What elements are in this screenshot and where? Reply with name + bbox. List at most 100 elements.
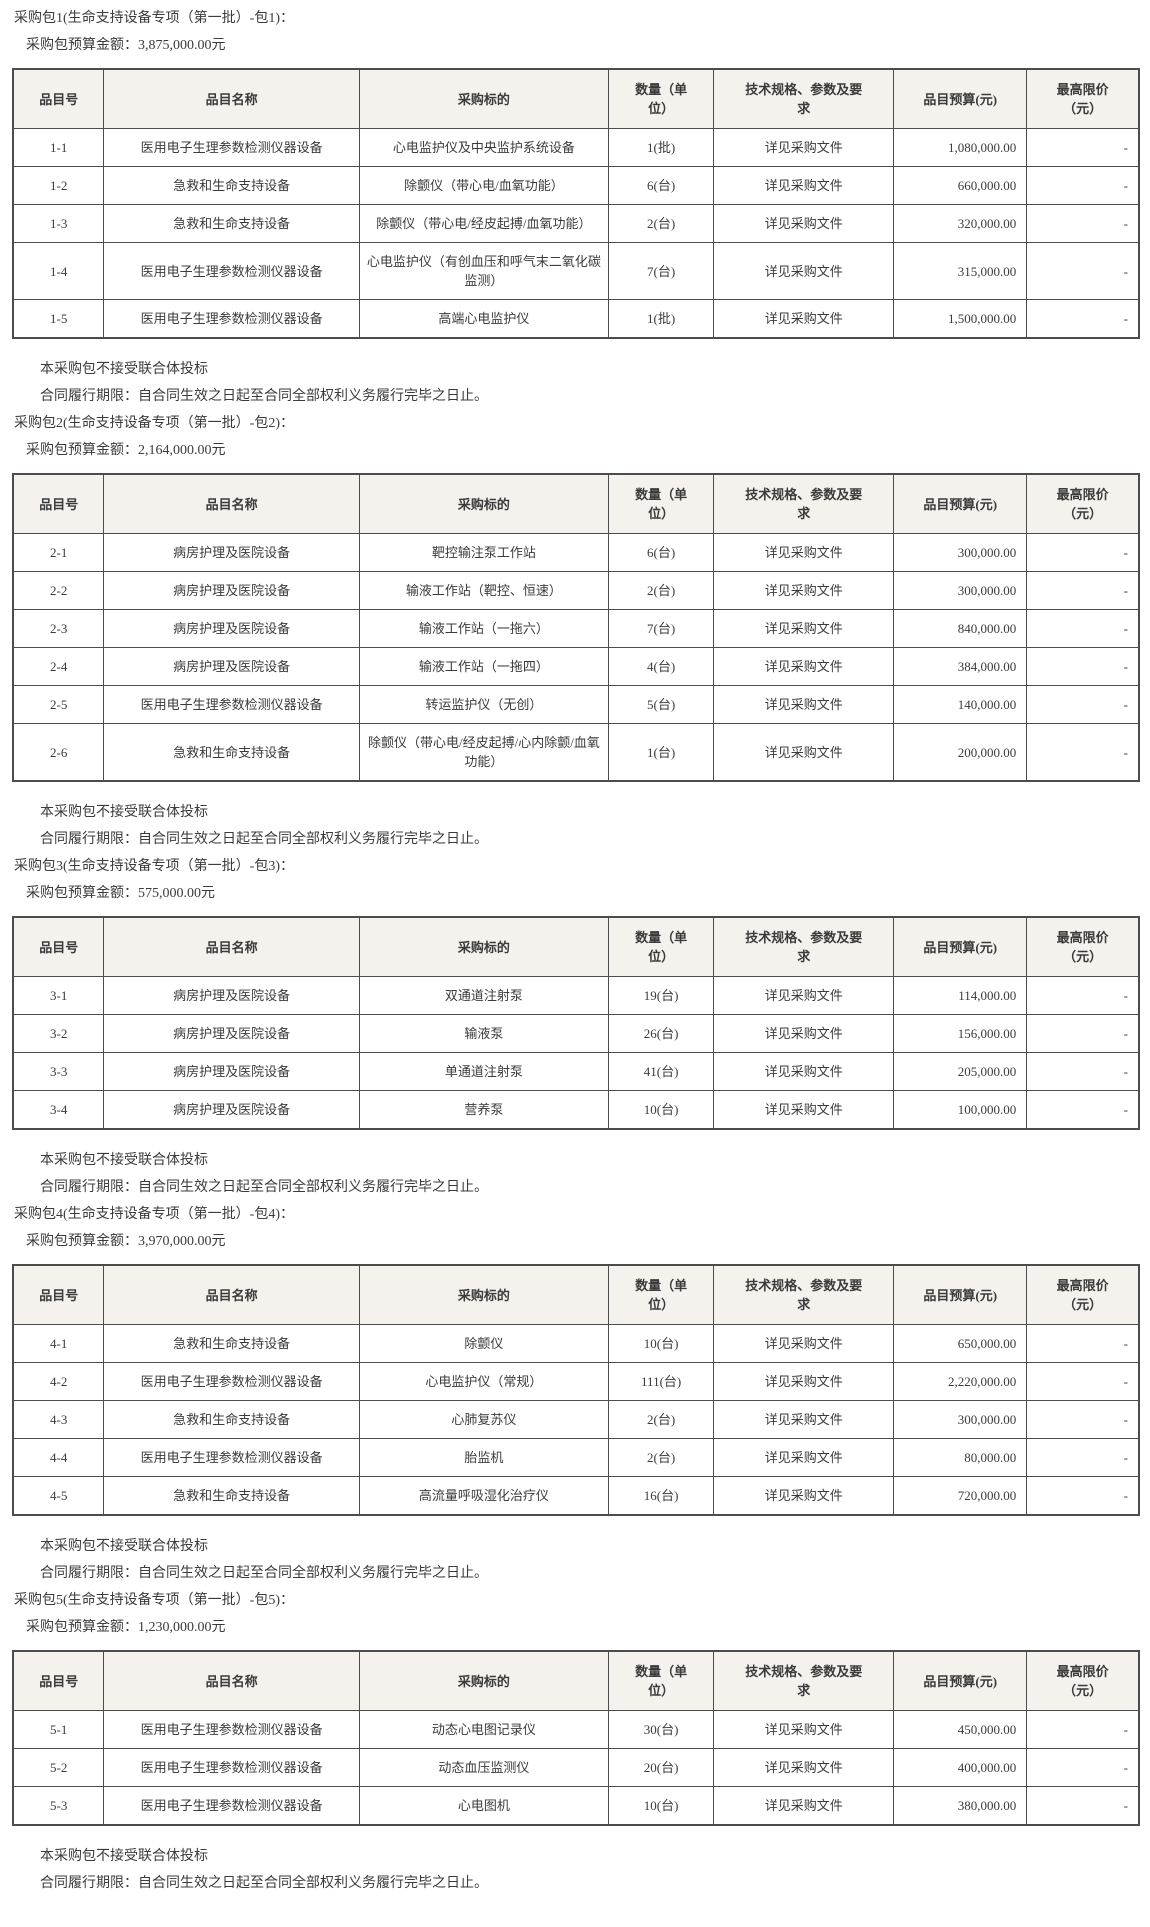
table-cell: - — [1026, 204, 1140, 243]
table-cell: 动态心电图记录仪 — [358, 1710, 609, 1749]
table-cell: - — [1026, 1090, 1140, 1130]
table-cell: 720,000.00 — [893, 1476, 1028, 1516]
table-cell: 详见采购文件 — [713, 1748, 895, 1787]
table-row: 3-1 病房护理及医院设备 双通道注射泵 19(台) 详见采购文件 114,000.00- — [12, 976, 1140, 1015]
procurement-package-section: 采购包1(生命支持设备专项（第一批）-包1)： 采购包预算金额：3,875,00… — [12, 2, 1140, 407]
column-header: 采购标的 — [358, 1264, 609, 1325]
table-cell: 详见采购文件 — [713, 609, 895, 648]
column-header: 品目名称 — [103, 916, 360, 977]
table-cell: 4-3 — [12, 1400, 105, 1439]
table-cell: 详见采购文件 — [713, 685, 895, 724]
table-cell: 病房护理及医院设备 — [103, 1014, 360, 1053]
table-cell: 10(台) — [607, 1786, 715, 1826]
table-cell: 400,000.00 — [893, 1748, 1028, 1787]
table-cell: 1-5 — [12, 299, 105, 339]
column-header: 技术规格、参数及要 求 — [713, 1264, 895, 1325]
table-cell: 急救和生命支持设备 — [103, 1400, 360, 1439]
column-header: 最高限价 （元） — [1026, 68, 1140, 129]
table-cell: 详见采购文件 — [713, 976, 895, 1015]
table-cell: 200,000.00 — [893, 723, 1028, 782]
table-cell: 26(台) — [607, 1014, 715, 1053]
table-row: 5-1 医用电子生理参数检测仪器设备 动态心电图记录仪 30(台) 详见采购文件 450,… — [12, 1710, 1140, 1749]
table-cell: 16(台) — [607, 1476, 715, 1516]
table-cell: 320,000.00 — [893, 204, 1028, 243]
table-cell: 医用电子生理参数检测仪器设备 — [103, 1748, 360, 1787]
column-header: 最高限价 （元） — [1026, 1650, 1140, 1711]
table-cell: 4-1 — [12, 1324, 105, 1363]
table-row: 4-1 急救和生命支持设备 除颤仪 10(台) 详见采购文件 650,000.00- — [12, 1324, 1140, 1363]
table-cell: 5(台) — [607, 685, 715, 724]
table-cell: 详见采购文件 — [713, 1052, 895, 1091]
table-cell: 300,000.00 — [893, 571, 1028, 610]
table-cell: 详见采购文件 — [713, 1362, 895, 1401]
column-header: 技术规格、参数及要 求 — [713, 68, 895, 129]
procurement-package-section: 采购包4(生命支持设备专项（第一批）-包4)： 采购包预算金额：3,970,00… — [12, 1198, 1140, 1584]
table-cell: 300,000.00 — [893, 1400, 1028, 1439]
package-title: 采购包1(生命支持设备专项（第一批）-包1)： — [14, 11, 294, 26]
column-header: 采购标的 — [358, 916, 609, 977]
table-cell: 20(台) — [607, 1748, 715, 1787]
package-budget: 采购包预算金额：2,164,000.00元 — [26, 443, 226, 458]
package-budget: 采购包预算金额：3,970,000.00元 — [26, 1234, 226, 1249]
column-header: 品目预算(元) — [893, 68, 1028, 129]
table-row: 1-4 医用电子生理参数检测仪器设备 心电监护仪（有创血压和呼气末二氧化碳监测） 7(… — [12, 242, 1140, 300]
table-cell: 205,000.00 — [893, 1052, 1028, 1091]
table-cell: 650,000.00 — [893, 1324, 1028, 1363]
table-row: 5-2 医用电子生理参数检测仪器设备 动态血压监测仪 20(台) 详见采购文件 400,0… — [12, 1748, 1140, 1787]
note-line: 本采购包不接受联合体投标 — [40, 805, 208, 820]
table-cell: 2-5 — [12, 685, 105, 724]
table-cell: 1-3 — [12, 204, 105, 243]
table-cell: 病房护理及医院设备 — [103, 533, 360, 572]
table-cell: 10(台) — [607, 1090, 715, 1130]
table-cell: 详见采购文件 — [713, 128, 895, 167]
column-header: 品目号 — [12, 1264, 105, 1325]
table-cell: 5-1 — [12, 1710, 105, 1749]
column-header: 最高限价 （元） — [1026, 1264, 1140, 1325]
table-cell: 1-2 — [12, 166, 105, 205]
table-cell: 详见采购文件 — [713, 1324, 895, 1363]
table-cell: 详见采购文件 — [713, 1476, 895, 1516]
note-line: 合同履行期限：自合同生效之日起至合同全部权利义务履行完毕之日止。 — [40, 1876, 488, 1891]
column-header: 品目预算(元) — [893, 1650, 1028, 1711]
table-cell: 详见采购文件 — [713, 571, 895, 610]
table-cell: 384,000.00 — [893, 647, 1028, 686]
table-cell: 5-2 — [12, 1748, 105, 1787]
column-header: 品目预算(元) — [893, 1264, 1028, 1325]
table-cell: 7(台) — [607, 242, 715, 300]
table-cell: 4(台) — [607, 647, 715, 686]
column-header: 品目名称 — [103, 1264, 360, 1325]
package-budget: 采购包预算金额：3,875,000.00元 — [26, 38, 226, 53]
items-table: 品目号 品目名称 采购标的 数量（单 位） 技术规格、参数及要 求品目预算(元) 最高限价… — [12, 1264, 1140, 1516]
table-cell: 7(台) — [607, 609, 715, 648]
column-header: 数量（单 位） — [607, 68, 715, 129]
items-table: 品目号 品目名称 采购标的 数量（单 位） 技术规格、参数及要 求品目预算(元) 最高限价… — [12, 68, 1140, 339]
table-cell: 80,000.00 — [893, 1438, 1028, 1477]
table-cell: 4-5 — [12, 1476, 105, 1516]
table-cell: - — [1026, 1362, 1140, 1401]
table-cell: 2(台) — [607, 571, 715, 610]
table-cell: 急救和生命支持设备 — [103, 723, 360, 782]
table-cell: - — [1026, 571, 1140, 610]
table-cell: 急救和生命支持设备 — [103, 204, 360, 243]
table-cell: 医用电子生理参数检测仪器设备 — [103, 299, 360, 339]
package-budget: 采购包预算金额：1,230,000.00元 — [26, 1620, 226, 1635]
table-cell: 详见采购文件 — [713, 1786, 895, 1826]
table-cell: 医用电子生理参数检测仪器设备 — [103, 1362, 360, 1401]
table-row: 3-3 病房护理及医院设备 单通道注射泵 41(台) 详见采购文件 205,000.00- — [12, 1052, 1140, 1091]
table-cell: 2-4 — [12, 647, 105, 686]
table-cell: - — [1026, 1710, 1140, 1749]
table-cell: 详见采购文件 — [713, 723, 895, 782]
table-row: 1-2 急救和生命支持设备 除颤仪（带心电/血氧功能） 6(台) 详见采购文件 660,0… — [12, 166, 1140, 205]
procurement-package-section: 采购包5(生命支持设备专项（第一批）-包5)： 采购包预算金额：1,230,00… — [12, 1584, 1140, 1894]
table-cell: 2(台) — [607, 204, 715, 243]
table-cell: 6(台) — [607, 533, 715, 572]
column-header: 品目号 — [12, 1650, 105, 1711]
table-cell: 3-2 — [12, 1014, 105, 1053]
table-cell: 病房护理及医院设备 — [103, 1090, 360, 1130]
table-cell: - — [1026, 1052, 1140, 1091]
table-cell: 380,000.00 — [893, 1786, 1028, 1826]
column-header: 品目号 — [12, 68, 105, 129]
table-cell: - — [1026, 1324, 1140, 1363]
table-cell: 19(台) — [607, 976, 715, 1015]
